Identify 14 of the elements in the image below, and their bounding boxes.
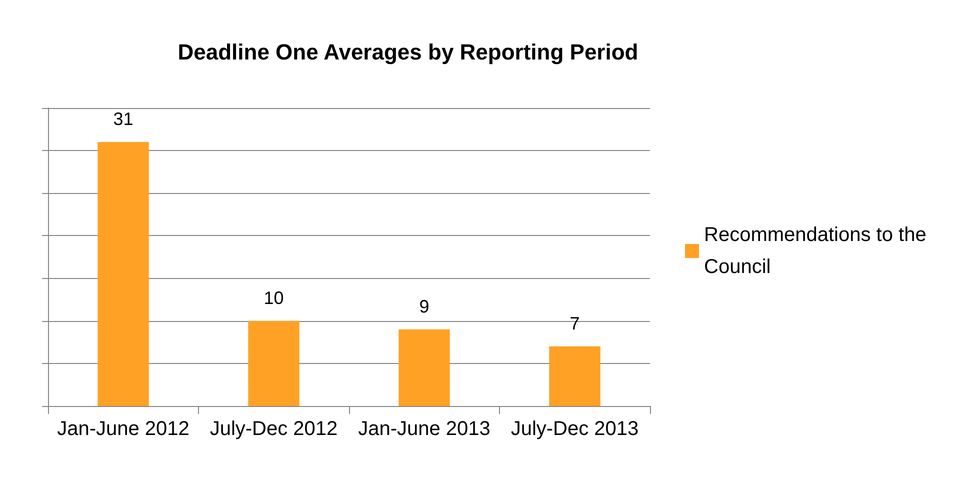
data-label: 9 [419, 296, 430, 316]
bar [248, 320, 300, 406]
legend-label: Recommendations to the Council [704, 224, 932, 278]
chart-title: Deadline One Averages by Reporting Period [178, 40, 638, 64]
data-label: 7 [570, 313, 580, 334]
data-label: 31 [113, 109, 134, 130]
data-label: 10 [264, 288, 284, 308]
bar [549, 346, 600, 406]
bar [98, 142, 149, 406]
x-tick-label: July-Dec 2013 [510, 418, 639, 440]
x-tick-label: Jan-June 2012 [57, 418, 190, 440]
x-tick-label: July-Dec 2012 [210, 418, 338, 440]
bar [398, 329, 450, 406]
x-tick-label: Jan-June 2013 [358, 418, 490, 440]
